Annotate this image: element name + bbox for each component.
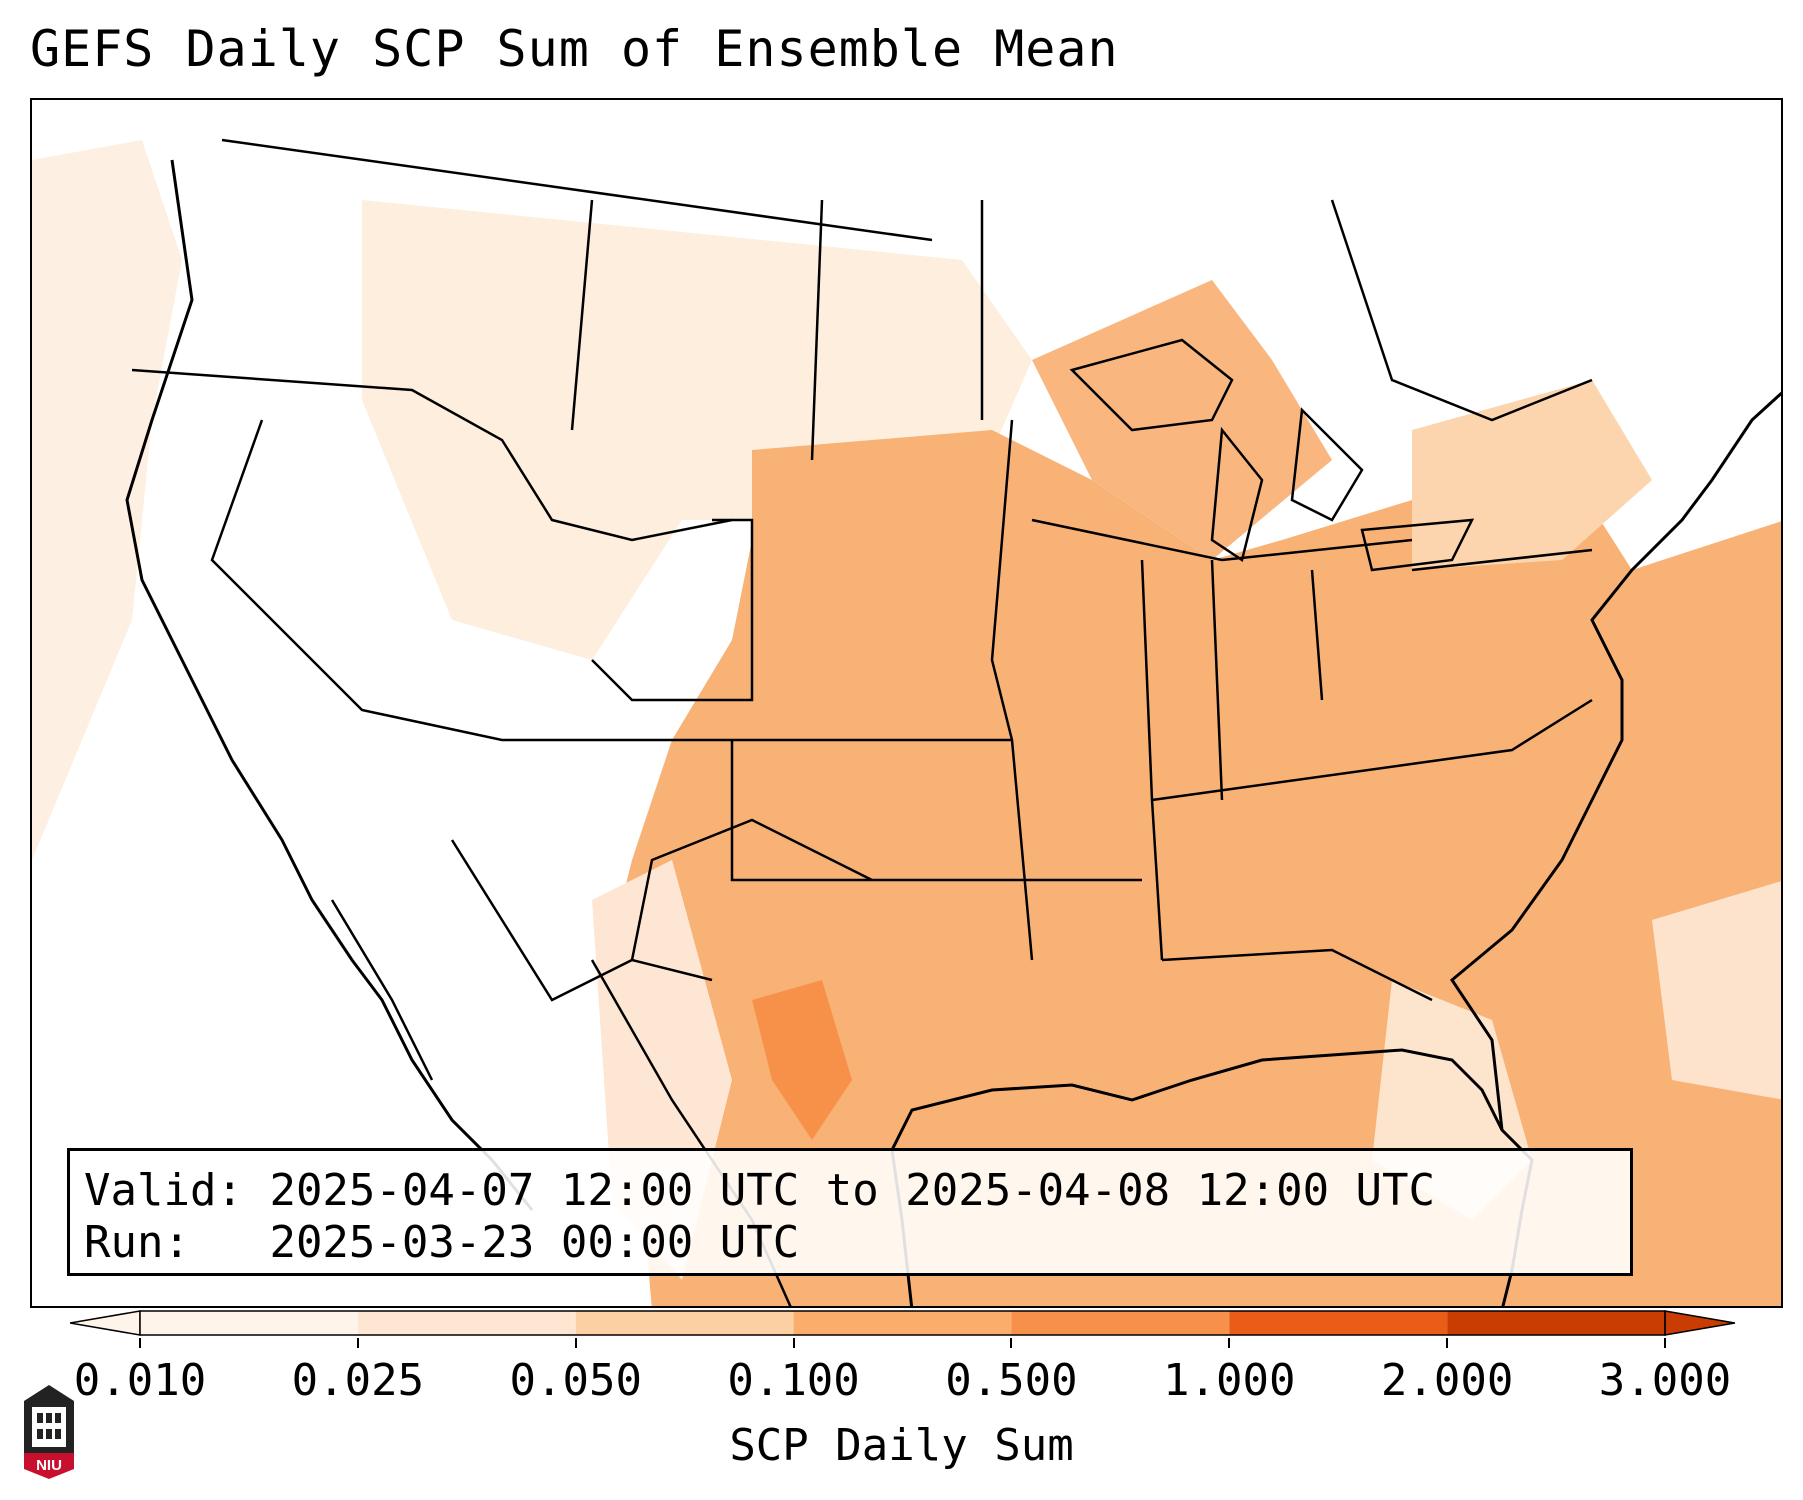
colorbar-tick bbox=[792, 1338, 795, 1348]
map-title: GEFS Daily SCP Sum of Ensemble Mean bbox=[30, 20, 1119, 78]
colorbar-tick bbox=[1010, 1338, 1013, 1348]
valid-run-info-box: Valid: 2025-04-07 12:00 UTC to 2025-04-0… bbox=[67, 1148, 1633, 1276]
run-label: Run: bbox=[84, 1217, 190, 1268]
valid-line: Valid: 2025-04-07 12:00 UTC to 2025-04-0… bbox=[84, 1165, 1435, 1216]
colorbar-segment bbox=[575, 1311, 794, 1335]
colorbar-tick-label: 3.000 bbox=[1598, 1355, 1732, 1406]
colorbar-extend-high bbox=[1664, 1310, 1735, 1336]
colorbar-segment bbox=[1011, 1311, 1230, 1335]
colorbar-segment bbox=[793, 1311, 1012, 1335]
pacific-shading bbox=[32, 140, 182, 860]
colorbar-tick-label: 0.100 bbox=[727, 1355, 860, 1406]
colorbar-tick bbox=[1664, 1338, 1666, 1348]
colorbar-tick-label: 0.500 bbox=[945, 1355, 1078, 1406]
colorbar-title: SCP Daily Sum bbox=[729, 1420, 1074, 1471]
colorbar-segment bbox=[357, 1311, 576, 1335]
scp-map bbox=[32, 100, 1781, 1306]
colorbar-tick-label: 1.000 bbox=[1163, 1355, 1296, 1406]
map-panel bbox=[30, 98, 1783, 1308]
northern-plains-shading bbox=[362, 200, 1032, 660]
colorbar-tick bbox=[574, 1338, 577, 1348]
run-line: Run: 2025-03-23 00:00 UTC bbox=[84, 1217, 799, 1268]
colorbar-segment bbox=[140, 1311, 358, 1335]
valid-label: Valid: bbox=[84, 1165, 243, 1216]
niu-logo: NIU bbox=[24, 1385, 74, 1479]
colorbar-tick bbox=[356, 1338, 359, 1348]
texas-strong bbox=[752, 980, 852, 1140]
colorbar-segment bbox=[1447, 1311, 1665, 1335]
run-value: 2025-03-23 00:00 UTC bbox=[269, 1217, 800, 1268]
great-lakes-outline bbox=[1069, 338, 1475, 572]
atlantic-light bbox=[1652, 881, 1781, 1100]
valid-value: 2025-04-07 12:00 UTC to 2025-04-08 12:00… bbox=[269, 1165, 1436, 1216]
great-lakes-region bbox=[1032, 280, 1332, 560]
colorbar-segment bbox=[1229, 1311, 1448, 1335]
colorbar-tick-label: 0.025 bbox=[291, 1355, 425, 1406]
colorbar-tick-label: 0.050 bbox=[509, 1355, 642, 1406]
colorbar-border bbox=[139, 1310, 1666, 1336]
colorbar bbox=[70, 1310, 1735, 1336]
colorbar-tick-label: 2.000 bbox=[1380, 1355, 1514, 1406]
colorbar-tick bbox=[1446, 1338, 1449, 1348]
svg-text:NIU: NIU bbox=[36, 1457, 62, 1474]
state-borders bbox=[131, 138, 1593, 1002]
colorbar-tick bbox=[139, 1338, 141, 1348]
colorbar-tick bbox=[1228, 1338, 1231, 1348]
colorbar-tick-label: 0.010 bbox=[73, 1355, 207, 1406]
colorbar-extend-low bbox=[70, 1310, 141, 1336]
